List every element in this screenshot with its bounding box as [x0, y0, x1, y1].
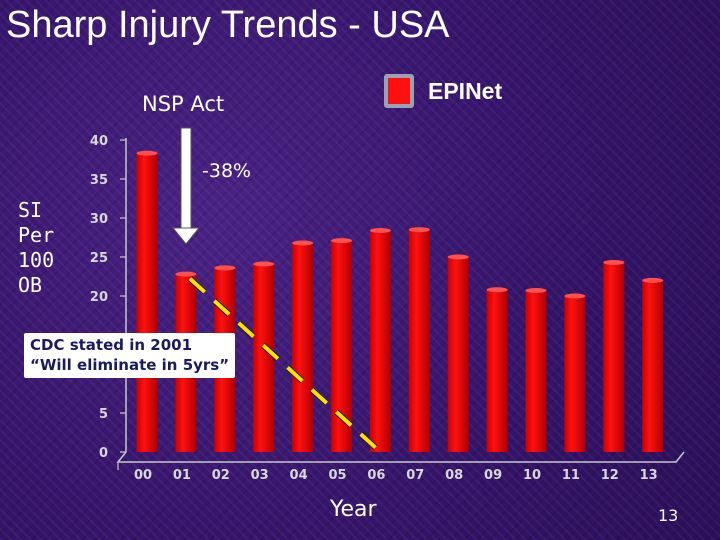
bar [292, 242, 314, 452]
x-tick-label: 01 [173, 468, 191, 483]
bar-top [331, 238, 352, 244]
bar-04 [292, 240, 314, 452]
y-tick-label: 25 [90, 251, 108, 266]
bar-top [175, 271, 197, 277]
trend-line-dash [188, 277, 382, 454]
x-tick-label: 10 [523, 468, 541, 483]
x-tick-labels: 00 01 02 03 04 05 06 07 08 09 10 11 12 13 [134, 468, 658, 483]
x-tick-label: 04 [290, 468, 308, 483]
x-tick-label: 08 [445, 468, 463, 483]
bar [369, 230, 391, 452]
bar [447, 257, 469, 452]
y-tick-labels: 0 5 20 25 30 35 40 [90, 134, 108, 461]
bar-00 [136, 150, 158, 452]
legend-label: EPINet [428, 77, 503, 104]
x-tick-label: 11 [562, 468, 580, 483]
percent-change-label: -38% [202, 160, 252, 182]
y-tick-label: 30 [90, 212, 108, 227]
bar-top [642, 277, 664, 283]
y-tick-label: 5 [99, 407, 108, 422]
bar-06 [369, 227, 391, 452]
x-tick-label: 03 [251, 468, 269, 483]
x-tick-label: 02 [212, 468, 230, 483]
arrow-shaft [180, 127, 192, 229]
cdc-note: CDC stated in 2001 “Will eliminate in 5y… [24, 333, 236, 378]
chart-axes [116, 138, 685, 470]
bar-09 [486, 287, 508, 452]
bar-07 [408, 227, 430, 452]
x-tick-label: 00 [134, 468, 152, 483]
x-tick-label: 06 [367, 468, 385, 483]
y-tick-label: 35 [90, 173, 108, 188]
bar [408, 229, 430, 452]
arrow-head [171, 227, 201, 245]
bar [564, 296, 586, 452]
bar [525, 290, 547, 452]
legend-swatch [384, 74, 414, 108]
bar-08 [447, 254, 469, 452]
x-axis-floor [116, 451, 685, 463]
y-tick-label: 0 [99, 446, 108, 461]
y-axis-label: SI Per 100 OB [18, 198, 55, 297]
y-tick-label: 20 [90, 290, 108, 305]
bar-10 [525, 288, 547, 452]
x-tick-label: 12 [601, 468, 619, 483]
bar [253, 264, 275, 452]
bar-top [369, 227, 391, 233]
nsp-act-label: NSP Act [142, 92, 225, 116]
trend-line [187, 276, 383, 455]
legend: EPINet [384, 74, 502, 108]
nsp-act-arrow [171, 127, 201, 245]
bar-top [564, 293, 586, 299]
bar [486, 289, 508, 452]
bar-top [447, 254, 469, 260]
cdc-note-line2: “Will eliminate in 5yrs” [30, 356, 230, 374]
page-number: 13 [658, 506, 679, 525]
bar-top [253, 261, 275, 267]
bar-top [214, 265, 236, 271]
x-tick-label: 07 [406, 468, 424, 483]
bar [136, 153, 158, 452]
cdc-note-line1: CDC stated in 2001 [30, 336, 193, 354]
bar [642, 280, 664, 452]
bar-13 [642, 277, 664, 452]
bar [603, 262, 625, 452]
bar-11 [564, 293, 586, 452]
bar-05 [331, 238, 352, 452]
bar-top [486, 287, 508, 293]
bar-top [292, 240, 314, 246]
bar-03 [253, 261, 275, 452]
x-tick-label: 05 [328, 468, 346, 483]
x-axis-label: Year [330, 497, 377, 522]
x-tick-label: 09 [484, 468, 502, 483]
y-tick-label: 40 [90, 134, 108, 149]
bar-top [408, 227, 430, 233]
bar-top [525, 288, 547, 294]
bar-top [603, 259, 625, 265]
x-tick-label: 13 [640, 468, 658, 483]
bar [331, 240, 352, 452]
slide-title: Sharp Injury Trends - USA [6, 4, 450, 46]
bar-top [136, 150, 158, 156]
bar-12 [603, 259, 625, 452]
